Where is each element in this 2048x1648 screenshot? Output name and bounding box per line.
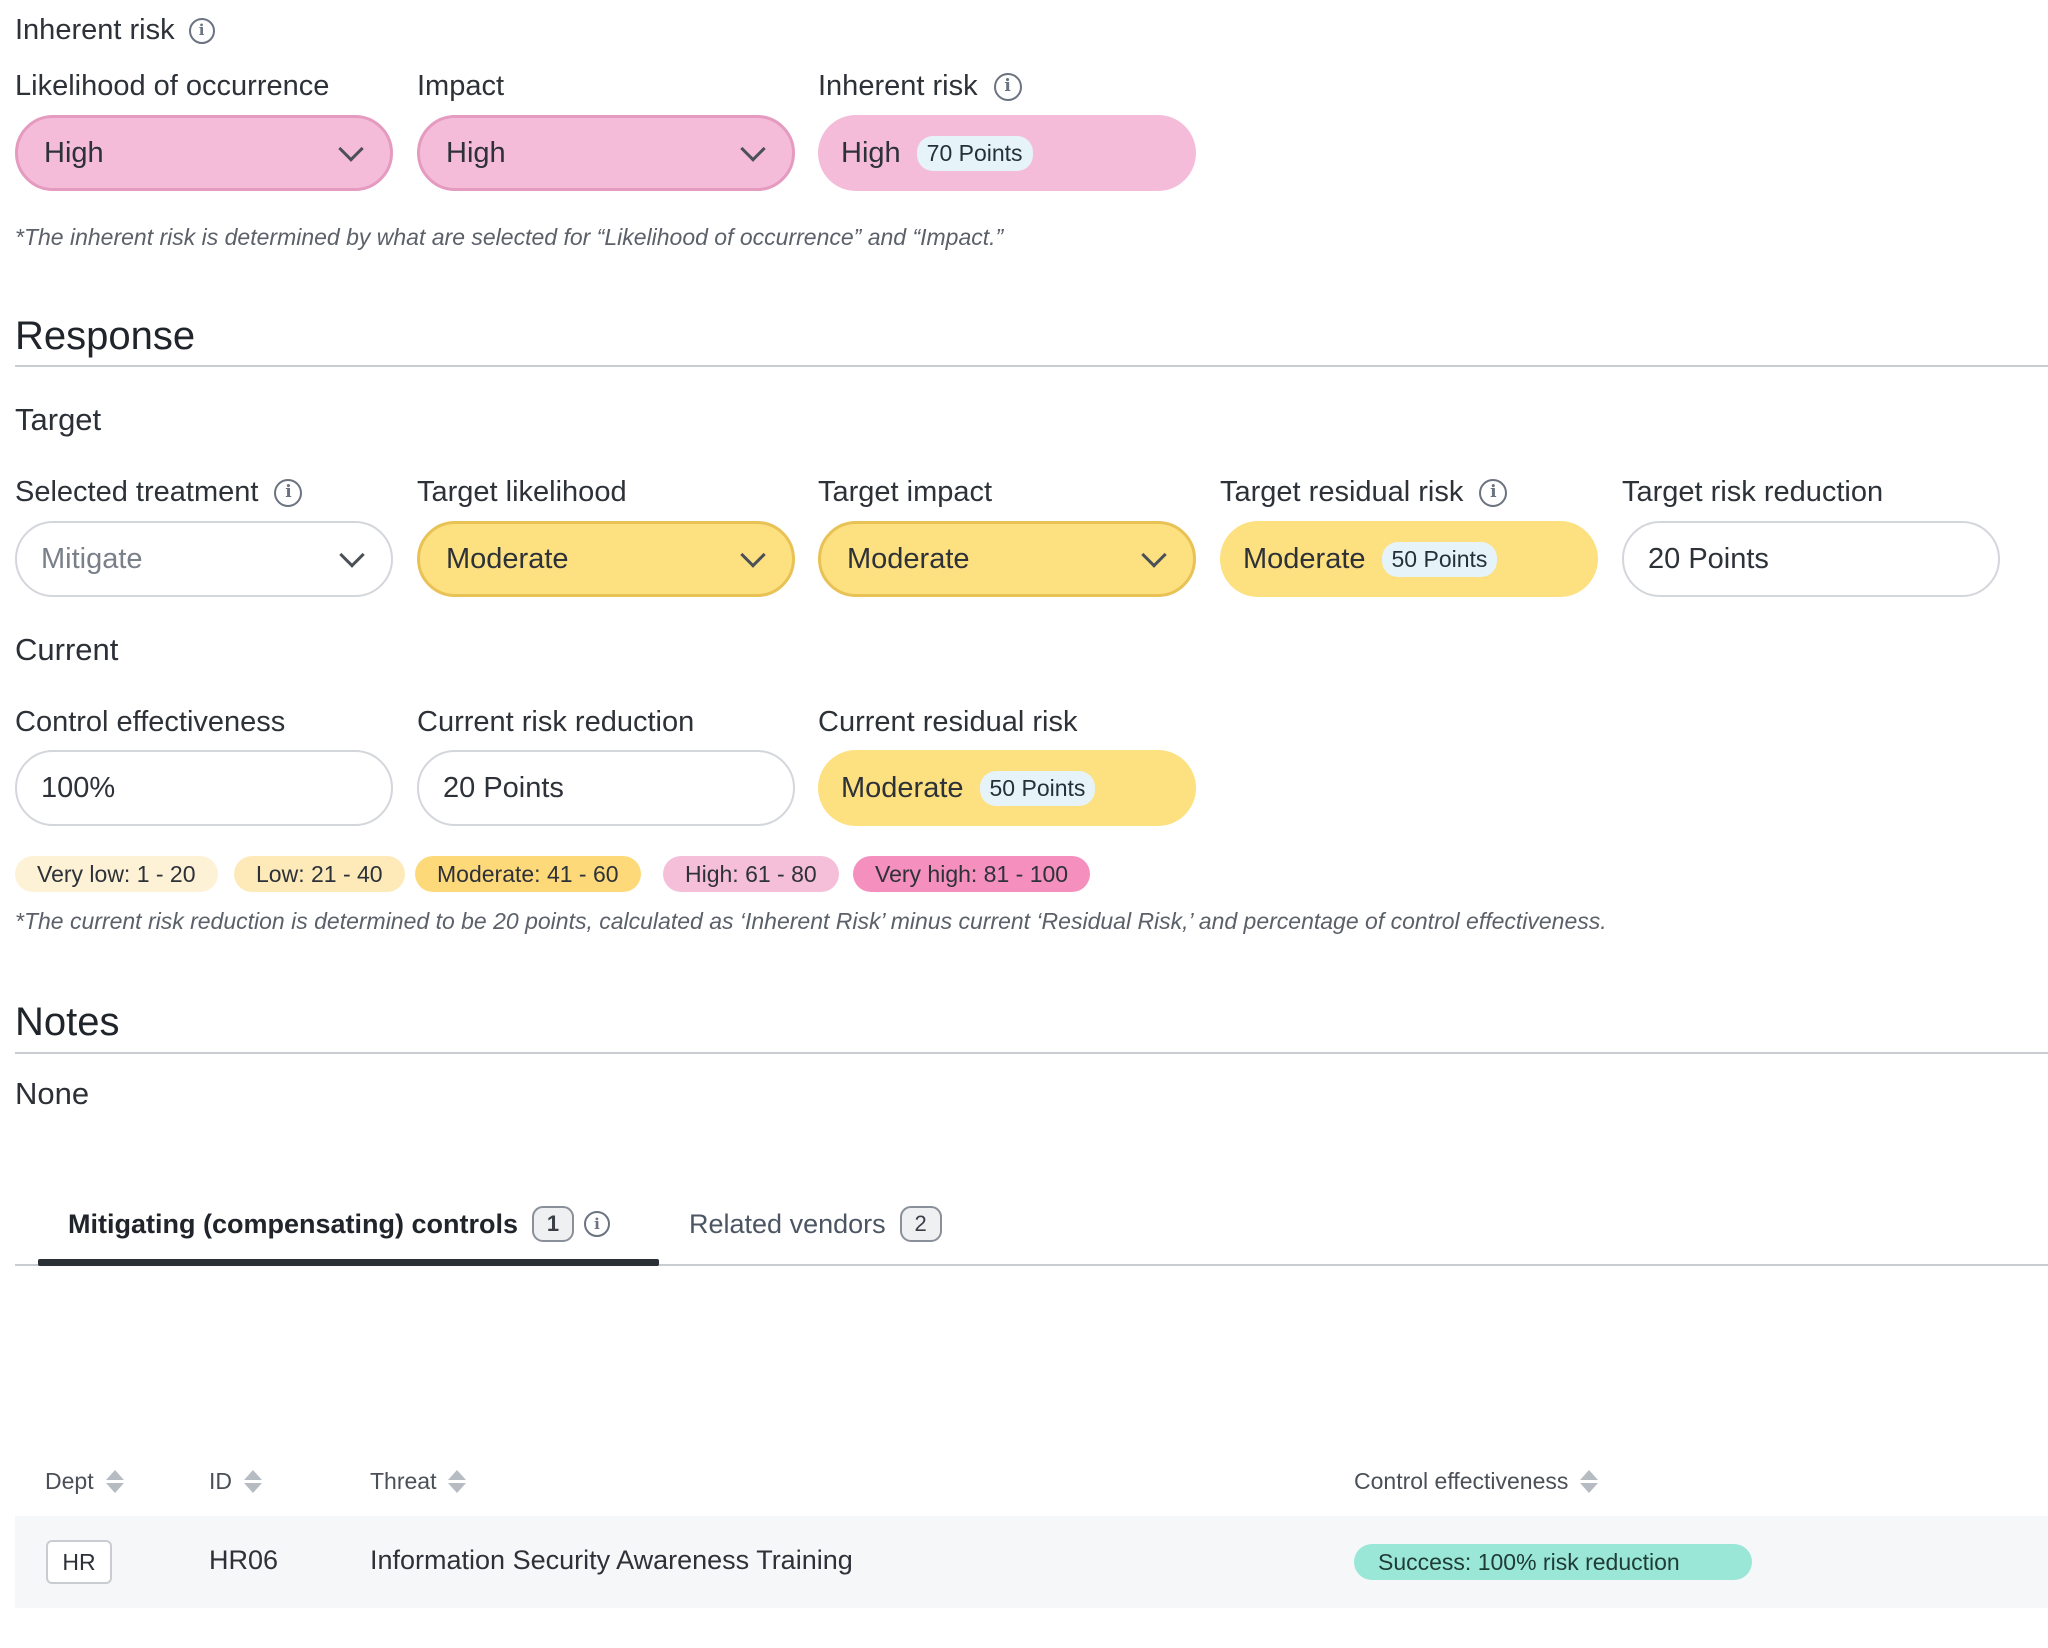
chevron-down-icon	[1141, 542, 1167, 568]
control-effectiveness-label: Control effectiveness	[15, 706, 286, 738]
legend-very-low: Very low: 1 - 20	[15, 856, 218, 892]
target-impact-select[interactable]: Moderate	[818, 521, 1196, 597]
points-badge: 70 Points	[916, 135, 1033, 171]
points-badge: 50 Points	[1381, 541, 1498, 577]
target-heading: Target	[15, 402, 102, 437]
column-header-id[interactable]: ID	[209, 1468, 262, 1495]
selected-treatment-label: Selected treatment i	[15, 476, 303, 509]
divider	[15, 1052, 2048, 1054]
target-risk-reduction-label: Target risk reduction	[1622, 476, 1884, 508]
chevron-down-icon	[338, 136, 364, 162]
target-risk-reduction-field: 20 Points	[1622, 521, 2000, 597]
inherent-risk-value: High 70 Points	[818, 115, 1196, 191]
column-header-threat[interactable]: Threat	[370, 1468, 467, 1495]
divider	[15, 365, 2048, 367]
target-impact-label: Target impact	[818, 476, 993, 508]
legend-moderate: Moderate: 41 - 60	[415, 856, 641, 892]
current-residual-risk-value: Moderate 50 Points	[818, 750, 1196, 826]
current-risk-reduction-field: 20 Points	[417, 750, 795, 826]
tabs-divider	[15, 1264, 2048, 1266]
legend-low: Low: 21 - 40	[234, 856, 405, 892]
current-risk-note: *The current risk reduction is determine…	[15, 908, 1607, 934]
info-icon[interactable]: i	[993, 72, 1022, 101]
inherent-risk-section-title: Inherent risk i	[15, 14, 215, 47]
response-heading: Response	[15, 314, 196, 358]
target-likelihood-select[interactable]: Moderate	[417, 521, 795, 597]
info-icon[interactable]: i	[1479, 478, 1508, 507]
current-risk-reduction-label: Current risk reduction	[417, 706, 695, 738]
count-badge: 1	[532, 1206, 574, 1242]
active-tab-underline	[38, 1259, 659, 1266]
notes-heading: Notes	[15, 1000, 120, 1044]
legend-very-high: Very high: 81 - 100	[853, 856, 1091, 892]
inherent-risk-note: *The inherent risk is determined by what…	[15, 224, 1004, 250]
sort-icon[interactable]	[1580, 1470, 1599, 1493]
target-likelihood-label: Target likelihood	[417, 476, 627, 508]
current-heading: Current	[15, 632, 119, 667]
likelihood-label: Likelihood of occurrence	[15, 70, 330, 102]
info-icon[interactable]: i	[274, 478, 303, 507]
current-residual-risk-label: Current residual risk	[818, 706, 1078, 738]
inherent-risk-label: Inherent risk i	[818, 70, 1022, 103]
target-residual-risk-label: Target residual risk i	[1220, 476, 1508, 509]
likelihood-select[interactable]: High	[15, 115, 393, 191]
row-id: HR06	[209, 1545, 279, 1575]
row-threat[interactable]: Information Security Awareness Training	[370, 1545, 853, 1575]
impact-select[interactable]: High	[417, 115, 795, 191]
column-header-dept[interactable]: Dept	[45, 1468, 124, 1495]
tab-related-vendors[interactable]: Related vendors 2	[689, 1206, 942, 1242]
control-effectiveness-badge: Success: 100% risk reduction	[1354, 1544, 1752, 1580]
info-icon[interactable]: i	[584, 1211, 610, 1237]
info-icon[interactable]: i	[188, 17, 215, 44]
sort-icon[interactable]	[244, 1470, 262, 1493]
tab-mitigating-controls[interactable]: Mitigating (compensating) controls 1 i	[68, 1206, 610, 1242]
count-badge: 2	[899, 1206, 942, 1242]
points-badge: 50 Points	[979, 770, 1096, 806]
chevron-down-icon	[740, 136, 766, 162]
control-effectiveness-field: 100%	[15, 750, 393, 826]
target-residual-risk-value: Moderate 50 Points	[1220, 521, 1598, 597]
sort-icon[interactable]	[448, 1470, 467, 1493]
notes-value: None	[15, 1076, 90, 1111]
chevron-down-icon	[740, 542, 766, 568]
chevron-down-icon	[339, 542, 365, 568]
legend-high: High: 61 - 80	[663, 856, 839, 892]
sort-icon[interactable]	[105, 1470, 124, 1493]
column-header-control-effectiveness[interactable]: Control effectiveness	[1354, 1468, 1599, 1495]
treatment-select[interactable]: Mitigate	[15, 521, 393, 597]
impact-label: Impact	[417, 70, 505, 102]
dept-badge: HR	[46, 1540, 112, 1584]
